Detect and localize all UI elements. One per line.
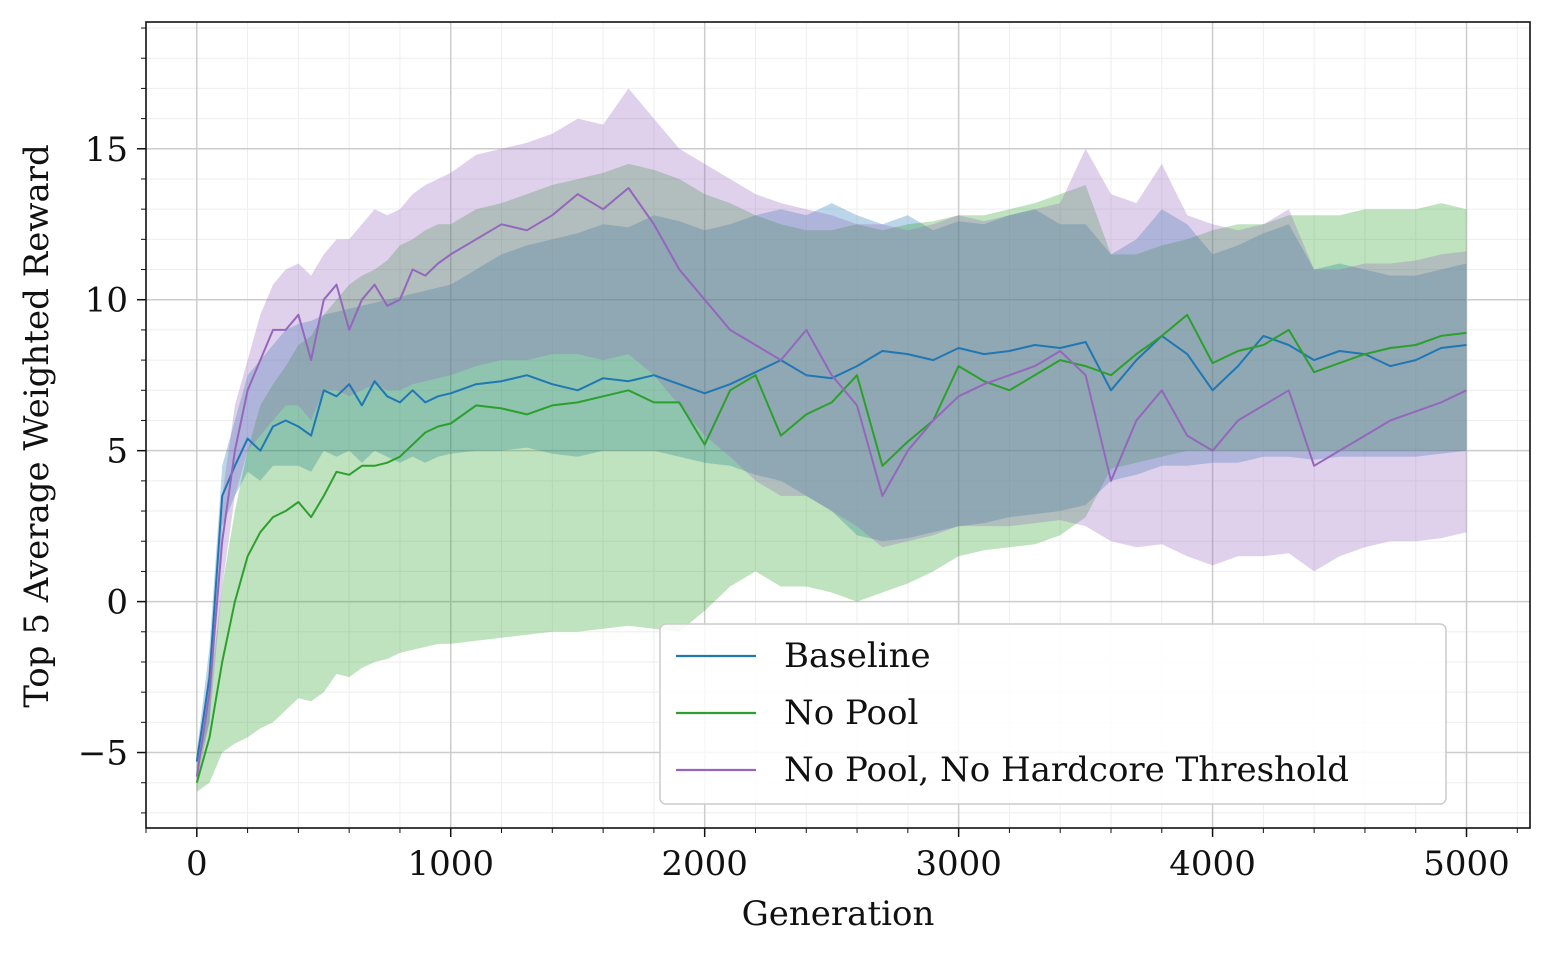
x-ticks: 0 1000 2000 3000 4000 5000 [145, 828, 1518, 884]
legend-label-baseline: Baseline [784, 636, 931, 676]
x-axis-label: Generation [742, 894, 935, 934]
series-lines [195, 187, 1467, 783]
line-series-0 [195, 334, 1467, 762]
x-tick-label: 0 [186, 844, 208, 884]
x-tick-label: 5000 [1423, 844, 1510, 884]
legend: Baseline No Pool No Pool, No Hardcore Th… [659, 623, 1447, 805]
y-tick-label: 15 [85, 130, 128, 170]
y-tick-label: 0 [106, 583, 128, 623]
y-axis-label: Top 5 Average Weighted Reward [17, 144, 57, 708]
y-tick-label: −5 [78, 734, 128, 774]
y-tick-label: 10 [85, 281, 128, 321]
legend-box [659, 623, 1447, 805]
line-series-1 [195, 313, 1467, 783]
x-tick-label: 4000 [1169, 844, 1256, 884]
legend-label-no-pool: No Pool [784, 693, 918, 733]
x-tick-label: 3000 [915, 844, 1002, 884]
plot-frame [145, 21, 1531, 829]
x-tick-label: 2000 [661, 844, 748, 884]
line-series-2 [195, 187, 1467, 777]
x-tick-label: 1000 [407, 844, 494, 884]
legend-label-no-pool-no-hardcore: No Pool, No Hardcore Threshold [784, 750, 1349, 790]
y-ticks: −5 0 5 10 15 [78, 27, 146, 814]
y-tick-label: 5 [106, 432, 128, 472]
band-series-1 [196, 163, 1467, 792]
band-series-2 [196, 88, 1467, 783]
